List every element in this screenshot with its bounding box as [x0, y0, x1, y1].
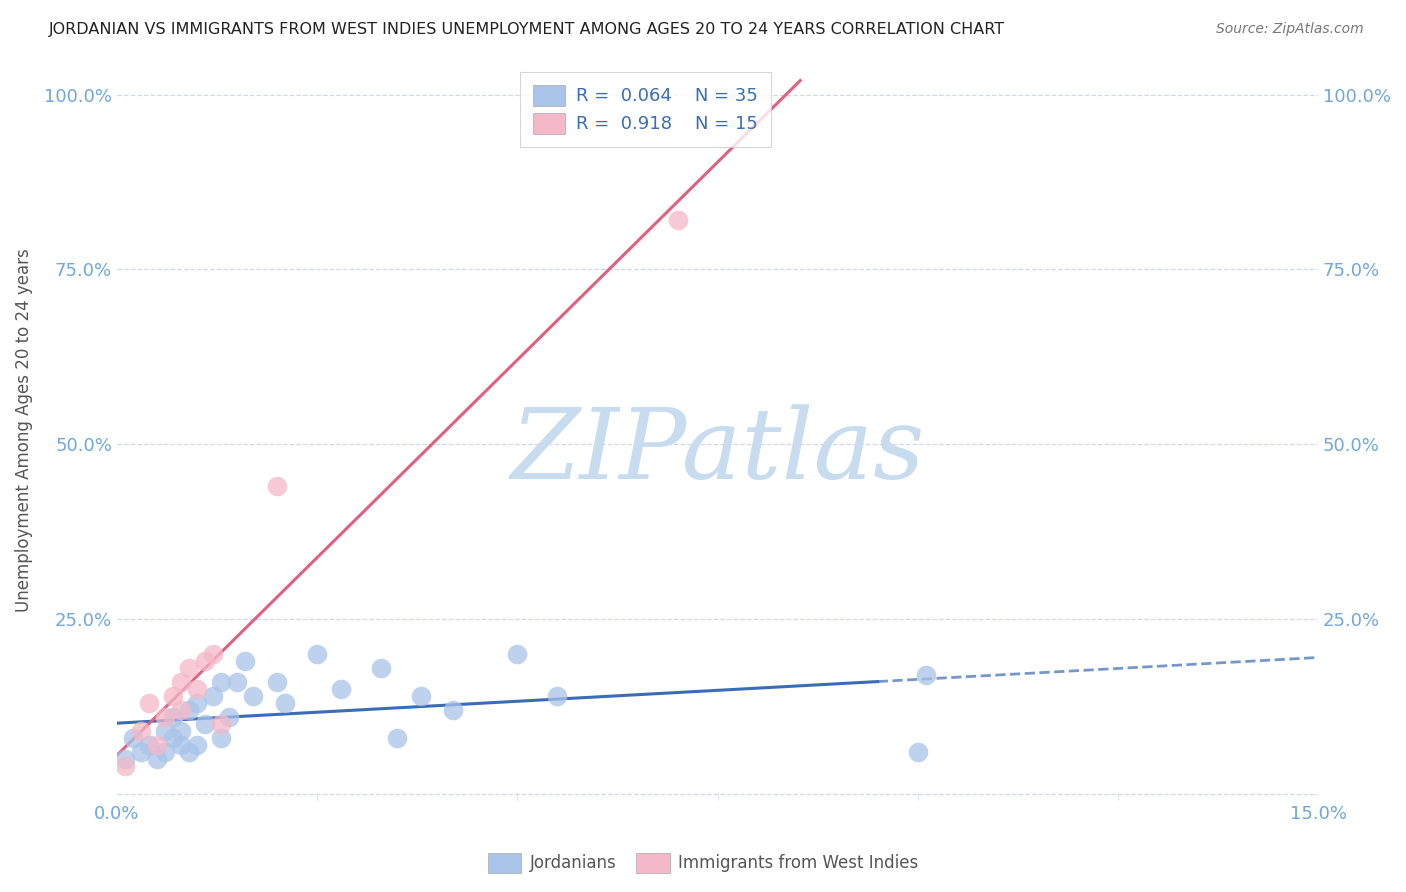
- Point: [153, 723, 176, 738]
- Point: [441, 703, 464, 717]
- Point: [170, 738, 193, 752]
- Point: [914, 667, 936, 681]
- Point: [129, 723, 152, 738]
- Point: [370, 661, 392, 675]
- Point: [387, 731, 409, 745]
- Legend: Jordanians, Immigrants from West Indies: Jordanians, Immigrants from West Indies: [481, 847, 925, 880]
- Point: [666, 213, 689, 227]
- Point: [114, 758, 136, 772]
- Point: [218, 710, 240, 724]
- Point: [177, 661, 200, 675]
- Point: [274, 696, 297, 710]
- Point: [177, 703, 200, 717]
- Point: [194, 654, 217, 668]
- Point: [170, 703, 193, 717]
- Point: [138, 696, 160, 710]
- Point: [546, 689, 568, 703]
- Point: [122, 731, 145, 745]
- Y-axis label: Unemployment Among Ages 20 to 24 years: Unemployment Among Ages 20 to 24 years: [15, 248, 32, 612]
- Point: [153, 745, 176, 759]
- Point: [138, 738, 160, 752]
- Point: [226, 674, 249, 689]
- Point: [177, 745, 200, 759]
- Point: [330, 681, 353, 696]
- Point: [153, 710, 176, 724]
- Point: [162, 731, 184, 745]
- Point: [194, 716, 217, 731]
- Point: [209, 674, 232, 689]
- Text: Source: ZipAtlas.com: Source: ZipAtlas.com: [1216, 22, 1364, 37]
- Point: [506, 647, 529, 661]
- Point: [233, 654, 256, 668]
- Point: [162, 689, 184, 703]
- Text: ZIPatlas: ZIPatlas: [510, 405, 925, 500]
- Point: [114, 752, 136, 766]
- Point: [411, 689, 433, 703]
- Point: [186, 696, 208, 710]
- Point: [170, 723, 193, 738]
- Point: [209, 731, 232, 745]
- Point: [907, 745, 929, 759]
- Point: [162, 710, 184, 724]
- Text: JORDANIAN VS IMMIGRANTS FROM WEST INDIES UNEMPLOYMENT AMONG AGES 20 TO 24 YEARS : JORDANIAN VS IMMIGRANTS FROM WEST INDIES…: [49, 22, 1005, 37]
- Point: [202, 647, 225, 661]
- Point: [186, 738, 208, 752]
- Point: [146, 752, 169, 766]
- Legend: R =  0.064    N = 35, R =  0.918    N = 15: R = 0.064 N = 35, R = 0.918 N = 15: [520, 72, 770, 146]
- Point: [266, 479, 288, 493]
- Point: [170, 674, 193, 689]
- Point: [202, 689, 225, 703]
- Point: [307, 647, 329, 661]
- Point: [242, 689, 264, 703]
- Point: [209, 716, 232, 731]
- Point: [129, 745, 152, 759]
- Point: [266, 674, 288, 689]
- Point: [146, 738, 169, 752]
- Point: [186, 681, 208, 696]
